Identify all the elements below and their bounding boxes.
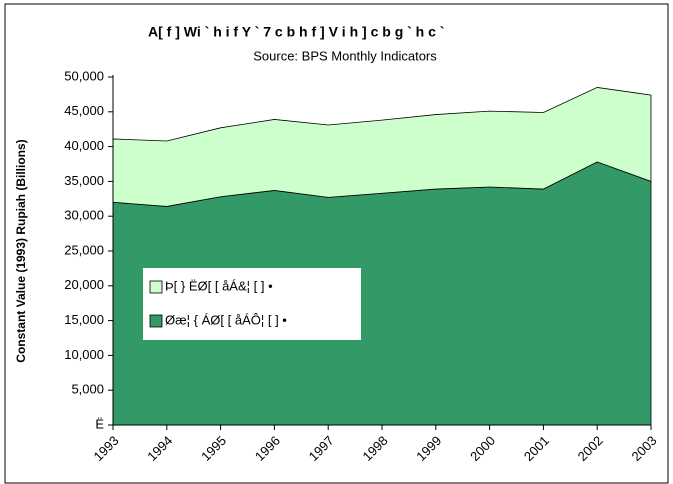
x-tick-label: 1994 — [144, 433, 175, 464]
legend-label: Øæ¦ { ÁØ[ [ åÁÔ¦ [ ] • — [165, 312, 287, 327]
x-tick-label: 2001 — [521, 433, 552, 464]
y-tick-label: 45,000 — [64, 103, 104, 118]
y-tick-label: 25,000 — [64, 242, 104, 257]
y-tick-label: 30,000 — [64, 208, 104, 223]
y-tick-label: 10,000 — [64, 347, 104, 362]
x-tick-label: 1999 — [413, 433, 444, 464]
legend-swatch — [149, 314, 163, 328]
x-tick-label: 1998 — [359, 433, 390, 464]
y-axis-title: Constant Value (1993) Rupiah (Billions) — [14, 139, 28, 362]
y-tick-label: 40,000 — [64, 138, 104, 153]
chart-title: A[ f ] Wi ` h i f Y ` 7 c b h f ] V i h … — [148, 24, 444, 40]
legend-label: Þ[ } ËØ[ [ åÁ&¦ [ ] • — [165, 278, 273, 293]
y-tick-label: Ë — [95, 416, 104, 431]
chart-frame — [4, 3, 669, 484]
legend: Þ[ } ËØ[ [ åÁ&¦ [ ] • Øæ¦ { ÁØ[ [ åÁÔ¦ [ … — [143, 268, 361, 340]
x-tick-label: 2003 — [628, 433, 659, 464]
legend-swatch — [149, 280, 163, 294]
y-tick-label: 20,000 — [64, 277, 104, 292]
y-tick-label: 35,000 — [64, 173, 104, 188]
area — [112, 87, 652, 207]
x-tick-label: 1993 — [90, 433, 121, 464]
x-tick-label: 1996 — [252, 433, 283, 464]
legend-box — [143, 268, 361, 340]
y-tick-label: 5,000 — [71, 382, 104, 397]
y-tick-label: 15,000 — [64, 312, 104, 327]
x-tick-label: 2000 — [467, 433, 498, 464]
x-tick-label: 1997 — [306, 433, 337, 464]
x-tick-label: 1995 — [198, 433, 229, 464]
x-tick-label: 2002 — [575, 433, 606, 464]
chart-subtitle: Source: BPS Monthly Indicators — [253, 48, 437, 63]
y-tick-label: 50,000 — [64, 68, 104, 83]
